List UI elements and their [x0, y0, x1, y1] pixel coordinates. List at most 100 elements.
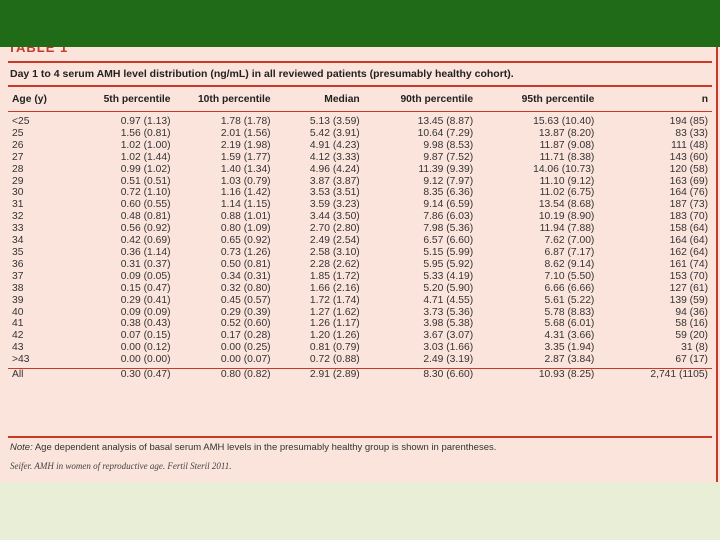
- table-cell: 9.14 (6.59): [423, 199, 474, 211]
- table-cell: 3.73 (5.36): [423, 306, 474, 318]
- table-cell: 27: [12, 151, 24, 163]
- table-cell: 0.15 (0.47): [120, 282, 171, 294]
- table-cell: 5.61 (5.22): [544, 294, 595, 306]
- table-row: 42 0.07 (0.15) 0.17 (0.28) 1.20 (1.26) 3.67 …: [8, 330, 712, 342]
- table-cell: 43: [12, 342, 24, 354]
- table-cell: 59 (20): [675, 330, 708, 342]
- table-cell: 2.58 (3.10): [309, 246, 360, 258]
- table-cell: 3.59 (3.23): [309, 199, 360, 211]
- table-cell: 0.99 (1.02): [120, 163, 171, 175]
- table-cell: 0.65 (0.92): [220, 235, 271, 247]
- table-cell: 153 (70): [669, 270, 708, 282]
- table-cell: 5.15 (5.99): [423, 246, 474, 258]
- table-cell: 3.67 (3.07): [423, 330, 474, 342]
- table-cell: 0.07 (0.15): [120, 330, 171, 342]
- table-cell: 3.87 (3.87): [309, 175, 360, 187]
- table-cell: 9.12 (7.97): [423, 175, 474, 187]
- table-cell: 5.13 (3.59): [309, 116, 360, 127]
- table-row: 37 0.09 (0.05) 0.34 (0.31) 1.85 (1.72) 5.33 …: [8, 271, 712, 283]
- header-row: Age (y) 5th percentile 10th percentile M…: [8, 89, 712, 112]
- table-cell: 162 (64): [669, 246, 708, 258]
- table-cell: 1.66 (2.16): [309, 282, 360, 294]
- table-cell: 13.87 (8.20): [538, 127, 595, 139]
- table-cell: 7.10 (5.50): [544, 270, 595, 282]
- table-cell: 42: [12, 330, 24, 342]
- citation: Seifer. AMH in women of reproductive age…: [10, 461, 232, 471]
- table-cell: 7.62 (7.00): [544, 235, 595, 247]
- table-cell: 1.40 (1.34): [220, 163, 271, 175]
- table-cell: 0.48 (0.81): [120, 211, 171, 223]
- table-cell: 0.72 (1.10): [120, 187, 171, 199]
- table-row: 29 0.51 (0.51) 1.03 (0.79) 3.87 (3.87) 9.12 …: [8, 176, 712, 188]
- table-cell: 0.30 (0.47): [72, 368, 175, 381]
- table-cell: 25: [12, 127, 24, 139]
- table-cell: 10.64 (7.29): [417, 127, 474, 139]
- table-cell: 0.29 (0.41): [120, 294, 171, 306]
- table-cell: 4.12 (3.33): [309, 151, 360, 163]
- table-cell: 120 (58): [669, 163, 708, 175]
- table-cell: 41: [12, 318, 24, 330]
- table-cell: 2.91 (2.89): [274, 368, 364, 381]
- table-row: 28 0.99 (1.02) 1.40 (1.34) 4.96 (4.24) 11.39…: [8, 164, 712, 176]
- table-cell: 5.78 (8.83): [544, 306, 595, 318]
- table-cell: 34: [12, 235, 24, 247]
- table-cell: 0.36 (1.14): [120, 246, 171, 258]
- table-cell: 39: [12, 294, 24, 306]
- table-cell: 35: [12, 246, 24, 258]
- table-cell: 1.03 (0.79): [220, 175, 271, 187]
- table-cell: 111 (48): [671, 139, 708, 151]
- table-cell: 8.62 (9.14): [544, 258, 595, 270]
- table-cell: 0.73 (1.26): [220, 246, 271, 258]
- table-cell: 7.98 (5.36): [423, 223, 474, 235]
- table-cell: 0.09 (0.05): [120, 270, 171, 282]
- table-cell: 1.02 (1.00): [120, 139, 171, 151]
- table-cell: 0.88 (1.01): [220, 211, 271, 223]
- table-cell: 1.20 (1.26): [309, 330, 360, 342]
- table-cell: 1.59 (1.77): [220, 151, 271, 163]
- table-cell: 11.94 (7.88): [539, 223, 595, 235]
- table-cell: 11.10 (9.12): [539, 175, 595, 187]
- table-cell: 1.56 (0.81): [120, 127, 171, 139]
- slide-header-band: [0, 0, 720, 47]
- table-cell: 83 (33): [675, 127, 708, 139]
- table-cell: 2.28 (2.62): [309, 258, 360, 270]
- column-header: 95th percentile: [477, 89, 599, 112]
- table-cell: 5.95 (5.92): [423, 258, 474, 270]
- table-row: 33 0.56 (0.92) 0.80 (1.09) 2.70 (2.80) 7.98 …: [8, 223, 712, 235]
- table-cell: 1.78 (1.78): [220, 116, 271, 127]
- table-cell: 10.93 (8.25): [477, 368, 599, 381]
- table-cell: 0.45 (0.57): [220, 294, 271, 306]
- table-cell: 1.26 (1.17): [309, 318, 360, 330]
- table-cell: 0.00 (0.12): [120, 342, 171, 354]
- table-cell: 2.49 (2.54): [309, 235, 360, 247]
- table-row: 25 1.56 (0.81) 2.01 (1.56) 5.42 (3.91) 10.64…: [8, 128, 712, 140]
- table-cell: 5.68 (6.01): [544, 318, 595, 330]
- table-body: <25 0.97 (1.13) 1.78 (1.78) 5.13 (3.59) 13.4…: [8, 112, 712, 369]
- table-row: >43 0.00 (0.00) 0.00 (0.07) 0.72 (0.88) 2.49…: [8, 354, 712, 368]
- table-cell: 2.19 (1.98): [220, 139, 271, 151]
- table-cell: <25: [12, 116, 30, 127]
- table-cell: 0.09 (0.09): [120, 306, 171, 318]
- table-row: 43 0.00 (0.12) 0.00 (0.25) 0.81 (0.79) 3.03 …: [8, 342, 712, 354]
- note-label: Note:: [10, 442, 33, 453]
- table-cell: 4.96 (4.24): [309, 163, 360, 175]
- table-cell: 0.32 (0.80): [220, 282, 271, 294]
- table-cell: 31: [12, 199, 24, 211]
- table-cell: 2.87 (3.84): [544, 354, 595, 366]
- table-cell: 31 (8): [681, 342, 708, 354]
- table-cell: 3.44 (3.50): [309, 211, 360, 223]
- table-cell: 6.87 (7.17): [544, 246, 595, 258]
- note-text: Age dependent analysis of basal serum AM…: [32, 442, 497, 453]
- table-cell: 5.42 (3.91): [309, 127, 360, 139]
- table-cell: 1.02 (1.44): [120, 151, 171, 163]
- table-cell: 0.56 (0.92): [120, 223, 171, 235]
- table-cell: 0.42 (0.69): [120, 235, 171, 247]
- table-cell: 29: [12, 175, 24, 187]
- table-row: 35 0.36 (1.14) 0.73 (1.26) 2.58 (3.10) 5.15 …: [8, 247, 712, 259]
- table-cell: 1.14 (1.15): [220, 199, 271, 211]
- table-cell: 33: [12, 223, 24, 235]
- table-cell: 4.71 (4.55): [423, 294, 474, 306]
- table-cell: 164 (76): [669, 187, 708, 199]
- column-header: 10th percentile: [174, 89, 275, 112]
- table-cell: 10.19 (8.90): [538, 211, 595, 223]
